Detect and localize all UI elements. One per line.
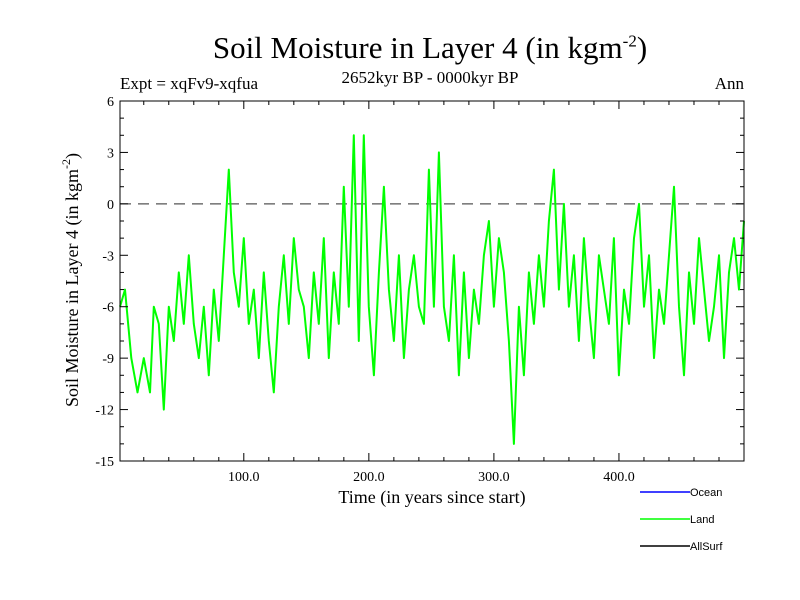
x-tick-label: 300.0: [478, 470, 510, 485]
y-tick-label: 6: [107, 95, 114, 110]
legend-label-allsurf: AllSurf: [690, 541, 723, 553]
y-tick-label: 0: [107, 198, 114, 213]
y-tick-label: -15: [95, 455, 114, 470]
season-label: Ann: [714, 74, 744, 93]
series-line-land: [119, 134, 745, 445]
y-tick-label: -6: [102, 301, 114, 316]
plot-frame: [119, 100, 745, 462]
x-tick-label: 100.0: [228, 470, 260, 485]
y-tick-label: -12: [95, 404, 114, 419]
chart-title: Soil Moisture in Layer 4 (in kgm-2): [212, 30, 648, 65]
chart-subtitle: 2652kyr BP - 0000kyr BP: [341, 68, 519, 87]
y-tick-label: 3: [107, 146, 114, 161]
legend-label-land: Land: [690, 514, 714, 526]
x-tick-label: 200.0: [353, 470, 385, 485]
y-axis-label: Soil Moisture in Layer 4 (in kgm-2): [59, 153, 83, 407]
legend-label-ocean: Ocean: [690, 487, 722, 499]
experiment-label: Expt = xqFv9-xqfua: [120, 74, 259, 93]
y-tick-label: -3: [102, 249, 114, 264]
x-axis-label: Time (in years since start): [338, 487, 525, 508]
x-tick-label: 400.0: [603, 470, 635, 485]
y-tick-label: -9: [102, 352, 114, 367]
